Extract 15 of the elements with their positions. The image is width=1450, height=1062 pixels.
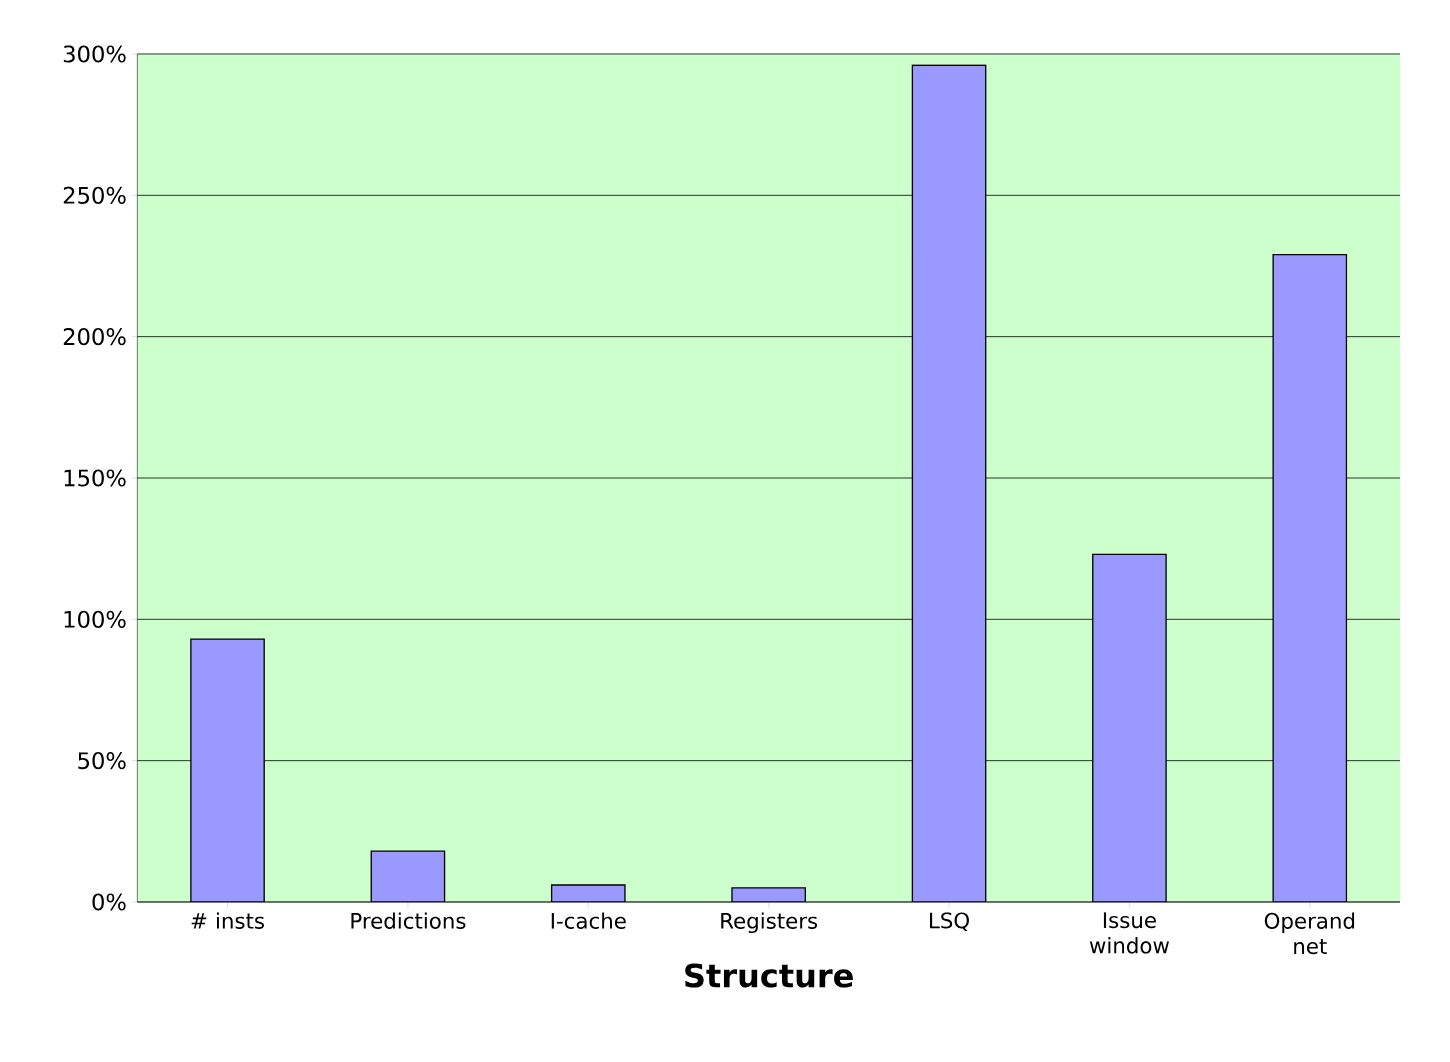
x-tick-label: # insts: [191, 912, 265, 929]
y-tick-label: 150%: [64, 469, 126, 487]
y-tick-label: 0%: [92, 893, 126, 911]
x-tick-label: Predictions: [351, 912, 466, 929]
x-axis-title: Structure: [685, 963, 853, 988]
y-tick-label: 250%: [63, 186, 126, 204]
x-tick-label: Issue window: [1089, 912, 1170, 954]
x-tick-label: I-cache: [551, 912, 626, 929]
y-tick-label: 100%: [64, 610, 126, 628]
x-tick-label: LSQ: [930, 912, 969, 931]
y-tick-label: 200%: [63, 328, 126, 346]
y-tick-label: 300%: [63, 45, 126, 63]
x-tick-label: Registers: [721, 912, 818, 934]
y-tick-label: 50%: [78, 752, 126, 770]
x-tick-label: Operand net: [1264, 912, 1355, 955]
